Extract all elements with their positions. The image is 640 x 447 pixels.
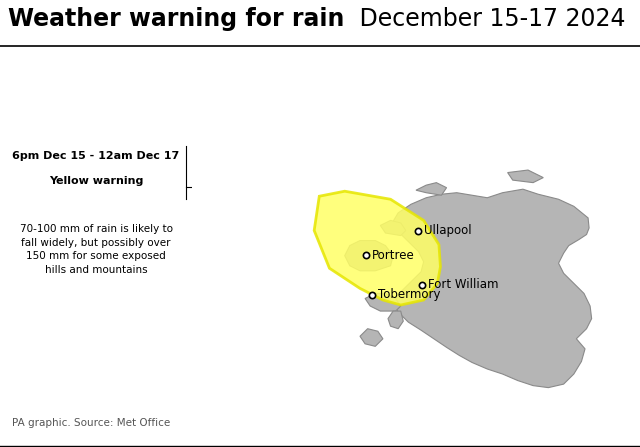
Text: 6pm Dec 15 - 12am Dec 17: 6pm Dec 15 - 12am Dec 17 [12, 152, 180, 161]
Text: Weather warning for rain: Weather warning for rain [8, 7, 344, 31]
Polygon shape [388, 311, 403, 329]
Text: Ullapool: Ullapool [424, 224, 472, 237]
Polygon shape [416, 183, 447, 195]
Polygon shape [314, 191, 440, 305]
Polygon shape [393, 189, 591, 388]
Text: Yellow warning: Yellow warning [49, 177, 143, 186]
Text: PA graphic. Source: Met Office: PA graphic. Source: Met Office [12, 418, 170, 428]
Polygon shape [360, 329, 383, 346]
Polygon shape [380, 220, 406, 236]
Text: December 15-17 2024: December 15-17 2024 [353, 7, 626, 31]
Text: 70-100 mm of rain is likely to
fall widely, but possibly over
150 mm for some ex: 70-100 mm of rain is likely to fall wide… [19, 224, 173, 275]
Polygon shape [508, 170, 543, 183]
Text: Tobermory: Tobermory [378, 288, 440, 301]
Polygon shape [365, 293, 401, 311]
Text: Fort William: Fort William [428, 278, 498, 291]
Text: Portree: Portree [372, 249, 415, 261]
Polygon shape [345, 240, 393, 271]
